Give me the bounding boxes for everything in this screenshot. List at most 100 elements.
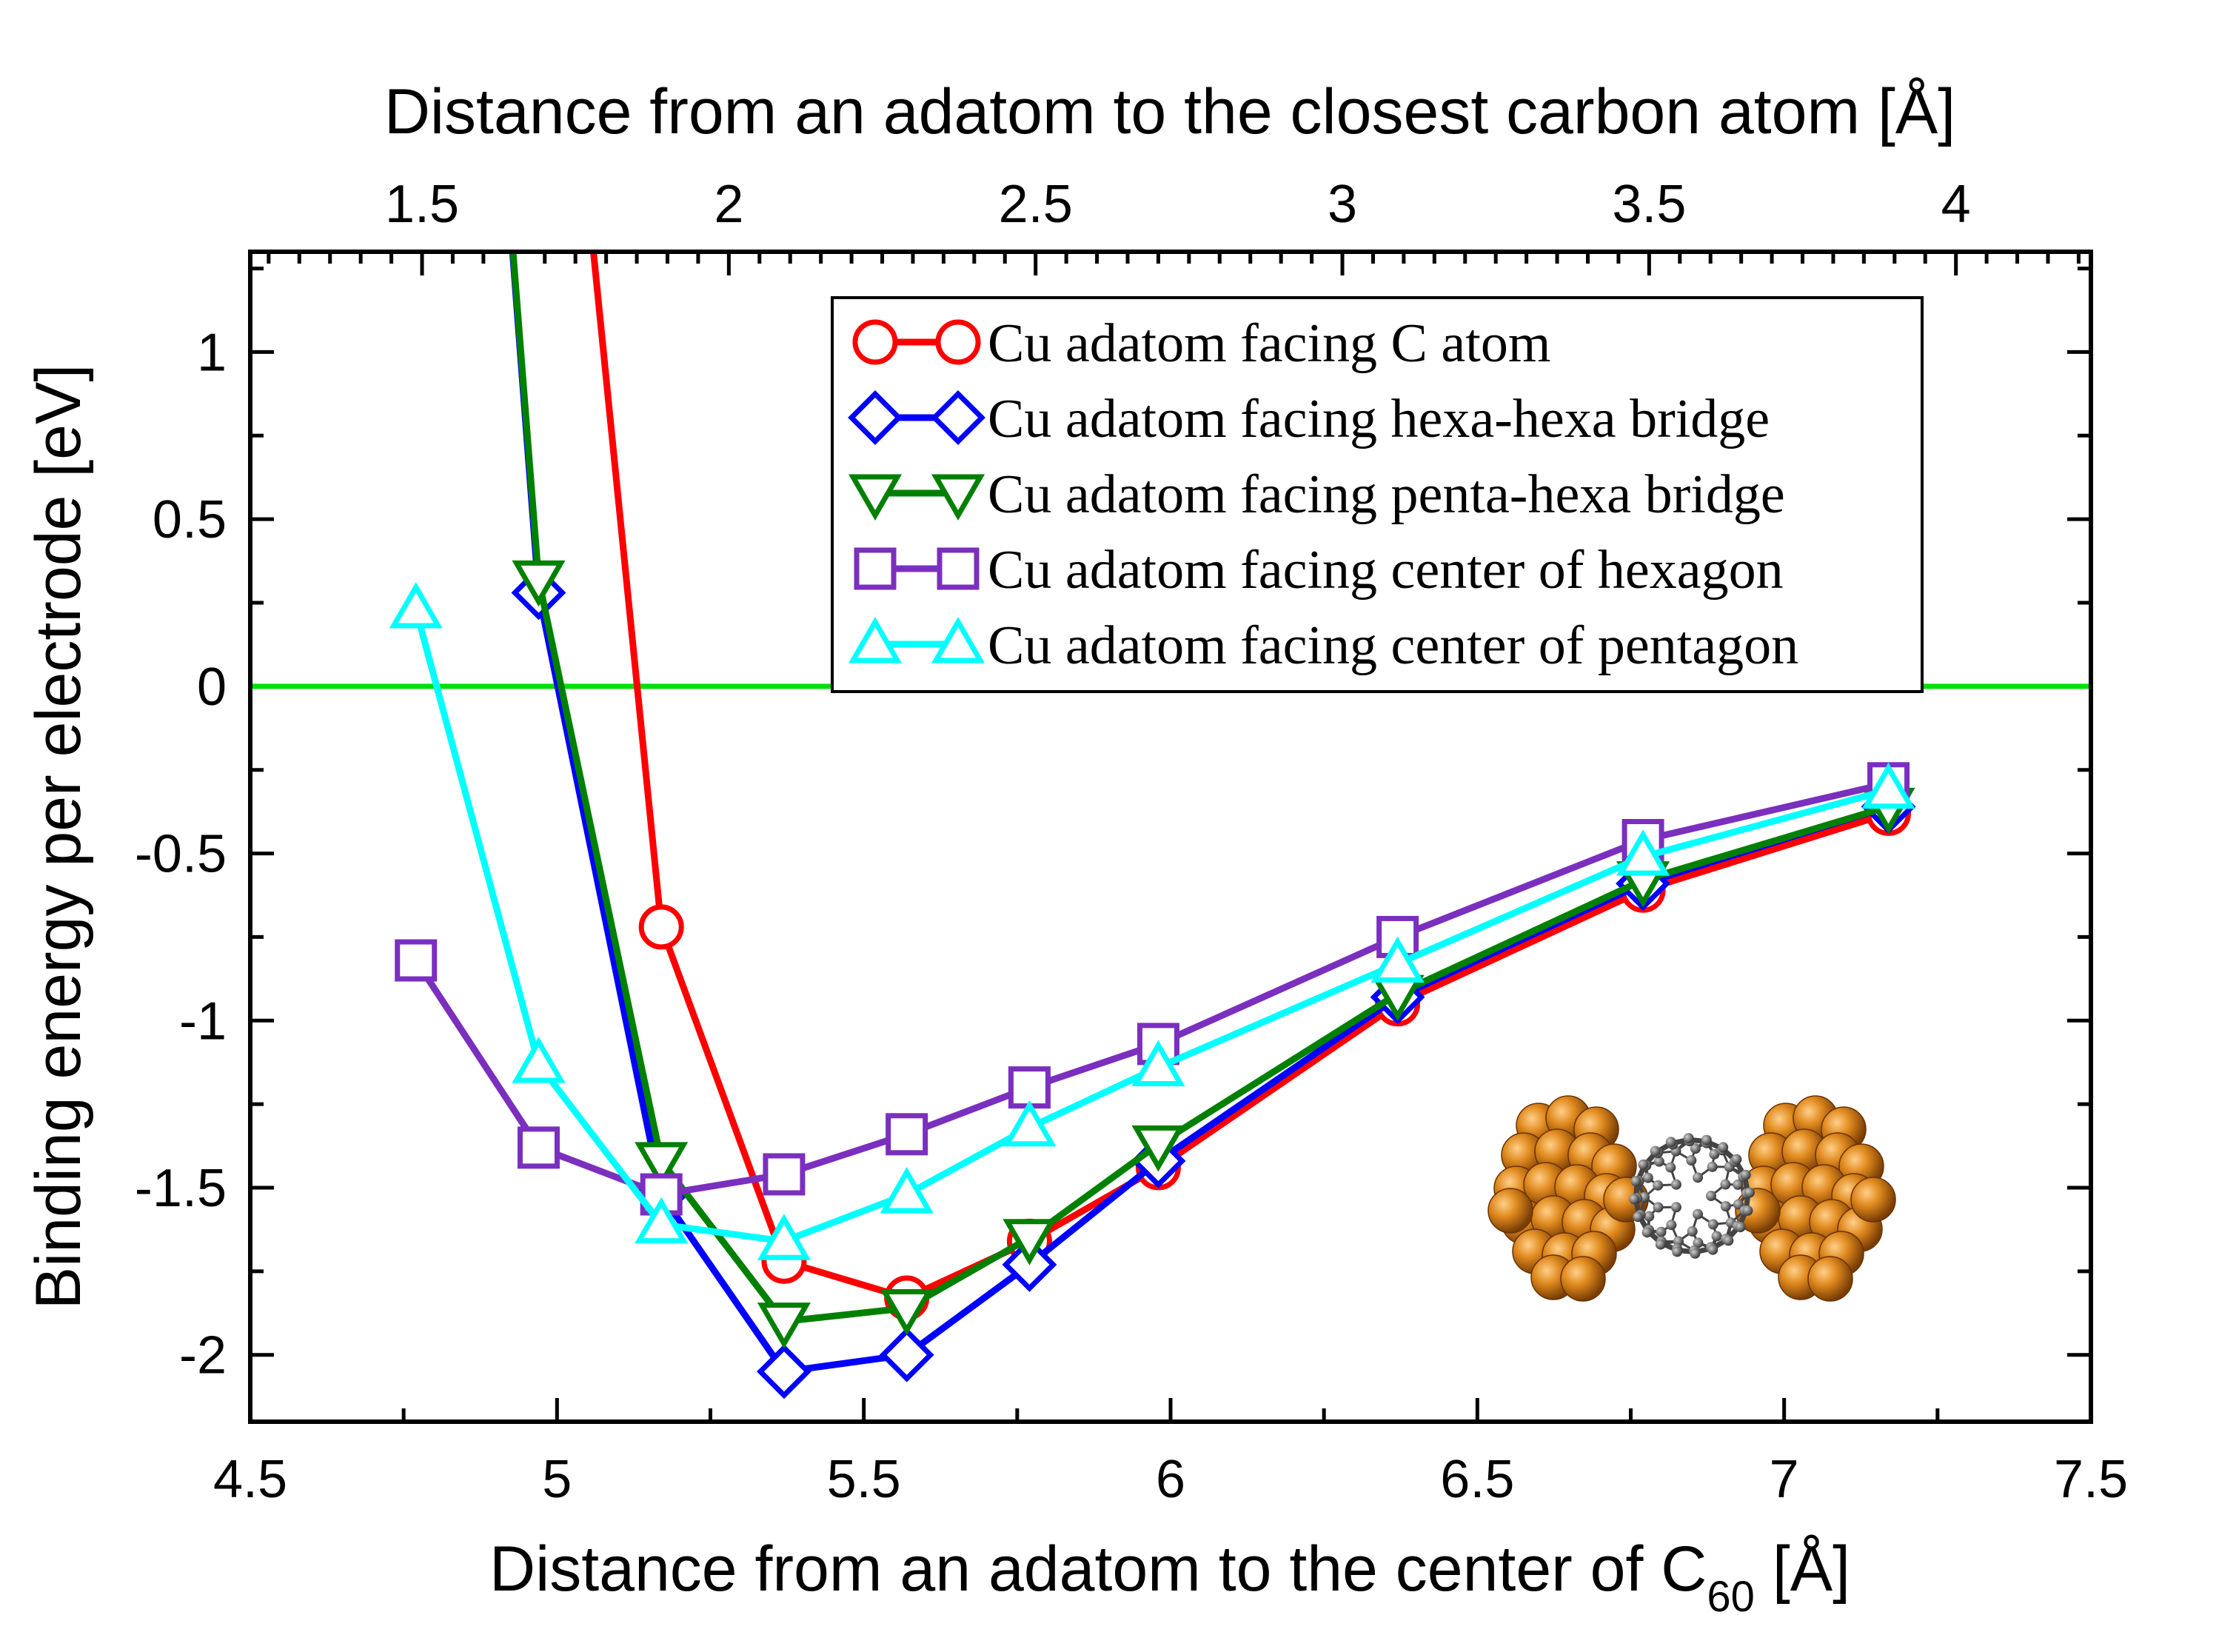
copper-atom (1560, 1256, 1606, 1302)
carbon-atom (1666, 1220, 1677, 1231)
carbon-atom (1735, 1222, 1746, 1233)
data-point (1131, 1125, 1185, 1172)
data-point (395, 939, 438, 982)
carbon-atom (1740, 1169, 1751, 1180)
carbon-atom (1686, 1155, 1697, 1166)
legend-marker (937, 547, 980, 590)
carbon-atom (1638, 1159, 1649, 1170)
carbon-atom (1701, 1134, 1712, 1146)
series-line (509, 252, 1890, 1325)
data-point (763, 1153, 806, 1196)
legend-label: Cu adatom facing center of hexagon (988, 540, 1784, 601)
x-axis-title-main: Distance from an adatom to the center of… (489, 1534, 1707, 1605)
y-tick-label: 0 (197, 658, 227, 717)
right-copper-electrode (1735, 1095, 1896, 1302)
x2-tick-label: 2.5 (999, 175, 1073, 234)
legend-label: Cu adatom facing C atom (988, 313, 1550, 374)
copper-atom (1487, 1188, 1533, 1234)
series-line (412, 780, 1890, 1198)
carbon-atom (1723, 1235, 1734, 1246)
data-point (517, 1126, 560, 1169)
data-point (1131, 1040, 1185, 1086)
x-tick-label: 6.5 (1440, 1450, 1514, 1509)
x2-axis-title: Distance from an adatom to the closest c… (384, 76, 1955, 147)
series-line (412, 608, 1890, 1245)
x2-tick-label: 3.5 (1612, 175, 1686, 234)
carbon-atom (1653, 1180, 1664, 1191)
legend-label: Cu adatom facing center of pentagon (988, 615, 1798, 676)
legend: Cu adatom facing C atom Cu adatom facing … (831, 296, 1924, 693)
left-copper-electrode (1487, 1095, 1649, 1302)
copper-atom (1850, 1177, 1896, 1223)
carbon-atom (1711, 1231, 1722, 1242)
data-point (880, 1167, 934, 1214)
carbon-atom (1693, 1172, 1704, 1183)
carbon-atom (1630, 1176, 1641, 1187)
carbon-atom (1641, 1227, 1653, 1238)
data-point (512, 1036, 566, 1083)
carbon-atom (1653, 1202, 1664, 1213)
legend-marker (848, 616, 903, 663)
carbon-atom (1693, 1208, 1704, 1220)
x-tick-label: 7.5 (2054, 1450, 2128, 1509)
carbon-atom (1731, 1154, 1742, 1165)
series-3 (509, 252, 1915, 1349)
legend-item: Cu adatom facing center of hexagon (854, 540, 1784, 601)
x-tick-label: 5 (542, 1450, 572, 1509)
carbon-atom (1707, 1244, 1718, 1255)
y-tick-label: 1 (197, 323, 227, 382)
inset-molecule-illustration (1487, 1095, 1896, 1302)
carbon-atom (1683, 1133, 1694, 1144)
x-tick-label: 4.5 (213, 1450, 287, 1509)
series-5 (389, 582, 1915, 1260)
copper-atom (1807, 1256, 1853, 1302)
carbon-atom (1707, 1219, 1718, 1230)
data-point (638, 904, 684, 950)
carbon-atom (1670, 1179, 1681, 1190)
carbon-atom (1629, 1194, 1640, 1205)
y-tick-label: -0.5 (135, 825, 227, 884)
x2-tick-label: 4 (1941, 175, 1971, 234)
x-tick-label: 5.5 (827, 1450, 901, 1509)
data-point (879, 1327, 934, 1382)
carbon-atom (1690, 1143, 1701, 1154)
carbon-atom (1718, 1142, 1729, 1153)
data-point (757, 1214, 811, 1260)
legend-marker (852, 319, 898, 365)
data-point (635, 1142, 689, 1188)
data-point (635, 1197, 689, 1244)
carbon-atom (1665, 1162, 1676, 1173)
carbon-atom (1706, 1191, 1716, 1201)
legend-box (831, 296, 1924, 693)
data-point (389, 582, 443, 629)
data-point (1861, 762, 1915, 809)
tick-labels: 4.5 5 5.5 6 6.5 7 7.5 1.5 2 2.5 3 3.5 4 1 0.5 0 -0.5 -1 -1… (135, 175, 2128, 1509)
legend-marker (854, 547, 897, 590)
carbon-atom (1690, 1248, 1701, 1259)
carbon-atom (1744, 1187, 1755, 1198)
plot-frame (248, 250, 2093, 1424)
carbon-atom (1650, 1146, 1661, 1157)
carbon-atom (1665, 1137, 1676, 1148)
carbon-atom (1733, 1179, 1744, 1190)
x-tick-label: 7 (1770, 1450, 1799, 1509)
y-tick-label: -1 (179, 991, 227, 1051)
carbon-atom (1709, 1148, 1720, 1160)
legend-marker (935, 319, 981, 365)
data-point (1616, 829, 1670, 876)
carbon-atom (1672, 1246, 1683, 1257)
x-axis-title-subscript: 60 (1707, 1573, 1755, 1621)
legend-item: Cu adatom facing penta-hexa bridge (848, 464, 1785, 525)
data-point (756, 1344, 811, 1399)
x2-tick-label: 2 (714, 175, 743, 234)
carbon-atom (1633, 1211, 1644, 1223)
carbon-atom (1655, 1239, 1666, 1250)
x-axis-title-unit: [Å] (1755, 1534, 1850, 1605)
series-layer (389, 252, 1916, 1399)
data-point (1370, 936, 1425, 983)
carbon-atom (1742, 1205, 1753, 1216)
data-point (880, 1289, 934, 1336)
carbon-atom (1687, 1225, 1698, 1237)
x-tick-label: 6 (1156, 1450, 1185, 1509)
